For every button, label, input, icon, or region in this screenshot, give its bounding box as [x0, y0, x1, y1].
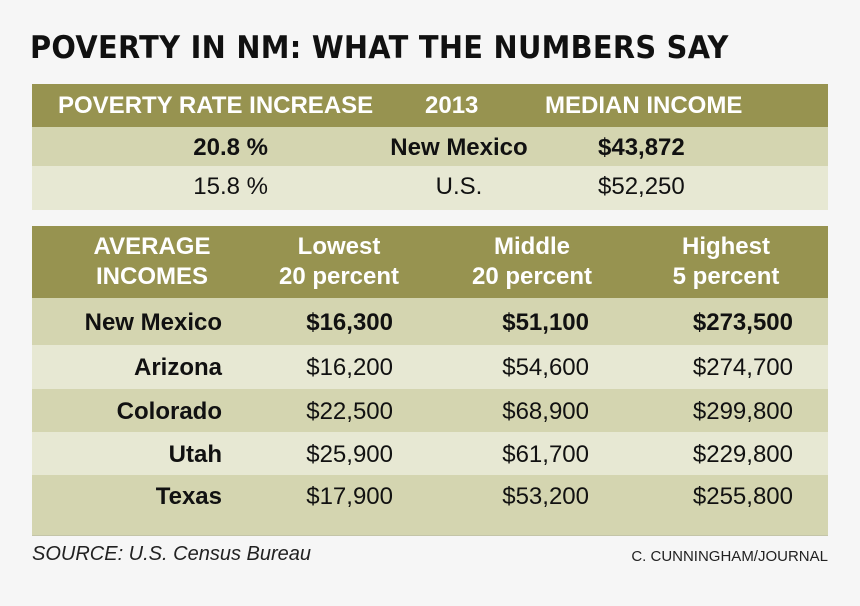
summary-header-row: POVERTY RATE INCREASE 2013 MEDIAN INCOME: [32, 84, 828, 127]
poverty-rate: 15.8 %: [193, 173, 268, 200]
middle-income: $68,900: [502, 398, 589, 425]
header-highest: Highest 5 percent: [646, 232, 806, 292]
header-middle: Middle 20 percent: [452, 232, 612, 292]
lowest-income: $17,900: [306, 483, 393, 510]
page-title: POVERTY IN NM: WHAT THE NUMBERS SAY: [30, 30, 729, 66]
state-name: Texas: [155, 483, 222, 510]
credit-line: C. CUNNINGHAM/JOURNAL: [631, 548, 828, 565]
area: U.S.: [435, 173, 483, 200]
state-name: Arizona: [133, 354, 222, 381]
median-income: $43,872: [598, 134, 685, 161]
summary-row: 15.8 % U.S. $52,250: [32, 166, 828, 210]
summary-row: 20.8 % New Mexico $43,872: [32, 127, 828, 166]
highest-income: $299,800: [692, 398, 793, 425]
header-poverty-rate: POVERTY RATE INCREASE: [58, 92, 374, 119]
middle-income: $51,100: [502, 309, 589, 336]
header-line: AVERAGE: [93, 233, 211, 260]
header-lowest: Lowest 20 percent: [259, 232, 419, 292]
incomes-header-row: AVERAGE INCOMES Lowest 20 percent Middle…: [32, 226, 828, 298]
area: New Mexico: [390, 134, 528, 161]
table-row: New Mexico $16,300 $51,100 $273,500: [32, 298, 828, 345]
highest-income: $274,700: [692, 354, 793, 381]
header-median-income: MEDIAN INCOME: [545, 92, 743, 119]
middle-income: $61,700: [502, 441, 589, 468]
header-line: 20 percent: [471, 263, 593, 290]
state-name: Colorado: [116, 398, 222, 425]
table-row: Texas $17,900 $53,200 $255,800: [32, 475, 828, 536]
header-line: Lowest: [297, 233, 381, 260]
poverty-rate: 20.8 %: [193, 134, 268, 161]
table-row: Arizona $16,200 $54,600 $274,700: [32, 345, 828, 389]
header-line: 20 percent: [278, 263, 400, 290]
highest-income: $255,800: [692, 483, 793, 510]
highest-income: $229,800: [692, 441, 793, 468]
lowest-income: $16,200: [306, 354, 393, 381]
header-line: 5 percent: [672, 263, 780, 290]
header-line: Highest: [681, 233, 770, 260]
header-average-incomes: AVERAGE INCOMES: [72, 232, 232, 292]
state-name: New Mexico: [84, 309, 222, 336]
table-row: Colorado $22,500 $68,900 $299,800: [32, 389, 828, 432]
header-line: INCOMES: [95, 263, 208, 290]
lowest-income: $22,500: [306, 398, 393, 425]
middle-income: $54,600: [502, 354, 589, 381]
lowest-income: $16,300: [306, 309, 393, 336]
middle-income: $53,200: [502, 483, 589, 510]
lowest-income: $25,900: [306, 441, 393, 468]
median-income: $52,250: [598, 173, 685, 200]
highest-income: $273,500: [692, 309, 793, 336]
header-year: 2013: [425, 92, 479, 119]
table-row: Utah $25,900 $61,700 $229,800: [32, 432, 828, 475]
state-name: Utah: [168, 441, 222, 468]
source-note: SOURCE: U.S. Census Bureau: [32, 543, 311, 565]
header-line: Middle: [494, 233, 570, 260]
